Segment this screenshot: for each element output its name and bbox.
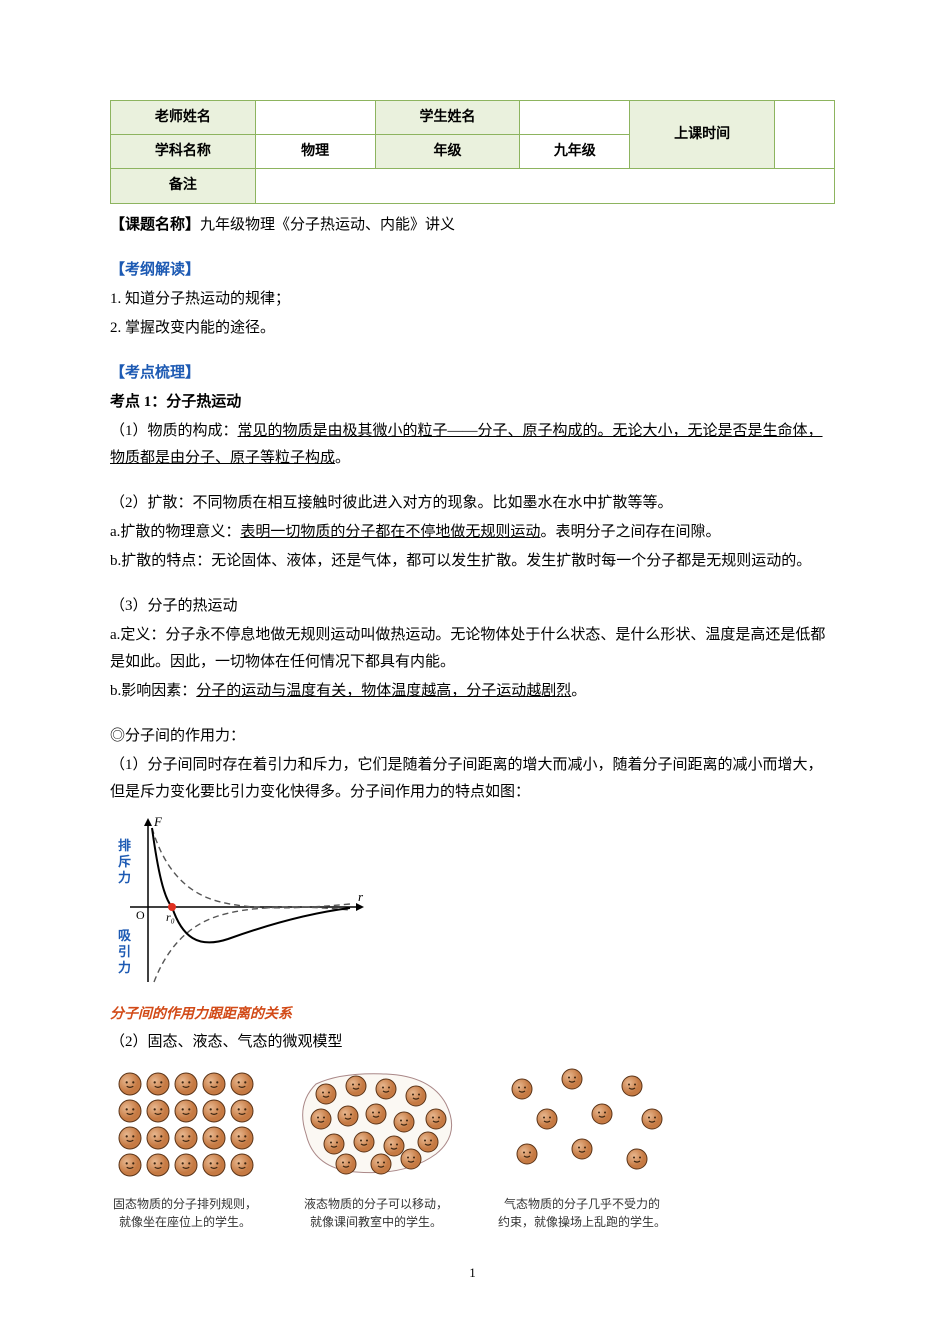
svg-text:吸: 吸 [118,928,132,943]
kp1-3b-underline: 分子的运动与温度有关，物体温度越高，分子运动越剧烈 [196,683,571,699]
gas-caption-1: 气态物质的分子几乎不受力的 [504,1197,660,1211]
kp1-item2: （2）扩散：不同物质在相互接触时彼此进入对方的现象。比如墨水在水中扩散等等。 [110,490,835,517]
kp1-item2b: b.扩散的特点：无论固体、液体，还是气体，都可以发生扩散。发生扩散时每一个分子都… [110,548,835,575]
gas-model: 气态物质的分子几乎不受力的 约束，就像操场上乱跑的学生。 [492,1064,672,1231]
gas-caption-2: 约束，就像操场上乱跑的学生。 [498,1215,666,1229]
kp1-item2a: a.扩散的物理意义：表明一切物质的分子都在不停地做无规则运动。表明分子之间存在间… [110,519,835,546]
solid-model-svg [110,1064,260,1179]
kp1-3b-prefix: b.影响因素： [110,683,196,699]
force-heading: ◎分子间的作用力： [110,723,835,750]
cell-teacher-value [255,101,375,135]
cell-time-label: 上课时间 [630,101,775,169]
svg-text:排: 排 [118,838,131,853]
gas-caption: 气态物质的分子几乎不受力的 约束，就像操场上乱跑的学生。 [492,1195,672,1231]
svg-text:力: 力 [118,870,131,885]
solid-model: 固态物质的分子排列规则， 就像坐在座位上的学生。 [110,1064,260,1231]
kp1-item3a: a.定义：分子永不停息地做无规则运动叫做热运动。无论物体处于什么状态、是什么形状… [110,622,835,676]
svg-text:F: F [153,814,163,829]
kp1-2a-prefix: a.扩散的物理意义： [110,524,240,540]
keypoints-heading: 【考点梳理】 [110,360,835,387]
cell-grade-value: 九年级 [520,135,630,169]
svg-text:r: r [358,889,364,904]
outline-heading: 【考纲解读】 [110,257,835,284]
svg-text:O: O [136,908,145,922]
solid-caption: 固态物质的分子排列规则， 就像坐在座位上的学生。 [110,1195,260,1231]
cell-remark-label: 备注 [111,169,256,203]
keypoint-1-title: 考点 1：分子热运动 [110,389,835,416]
header-table: 老师姓名 学生姓名 上课时间 学科名称 物理 年级 九年级 备注 [110,100,835,204]
cell-subject-label: 学科名称 [111,135,256,169]
cell-grade-label: 年级 [375,135,520,169]
micro-model-row: 固态物质的分子排列规则， 就像坐在座位上的学生。 液态物质的分子可以移动， 就像… [110,1064,835,1231]
gas-model-svg [492,1064,672,1179]
kp1-item1: （1）物质的构成：常见的物质是由极其微小的粒子——分子、原子构成的。无论大小，无… [110,418,835,472]
force-item1: （1）分子间同时存在着引力和斥力，它们是随着分子间距离的增大而减小，随着分子间距… [110,752,835,806]
kp1-item3: （3）分子的热运动 [110,593,835,620]
svg-text:斥: 斥 [118,854,131,869]
micro-model-heading: （2）固态、液态、气态的微观模型 [110,1029,835,1056]
liquid-caption-1: 液态物质的分子可以移动， [304,1197,448,1211]
lesson-title-line: 【课题名称】九年级物理《分子热运动、内能》讲义 [110,212,835,239]
cell-subject-value: 物理 [255,135,375,169]
kp1-item3b: b.影响因素：分子的运动与温度有关，物体温度越高，分子运动越剧烈。 [110,678,835,705]
force-chart-caption: 分子间的作用力跟距离的关系 [110,1002,835,1027]
lesson-title-text: 九年级物理《分子热运动、内能》讲义 [200,217,455,233]
outline-item-2: 2. 掌握改变内能的途径。 [110,315,835,342]
liquid-caption-2: 就像课间教室中的学生。 [310,1215,442,1229]
cell-time-value [775,101,835,169]
kp1-2a-underline: 表明一切物质的分子都在不停地做无规则运动 [240,524,540,540]
liquid-model-svg [286,1064,466,1179]
kp1-1-prefix: （1）物质的构成： [110,423,238,439]
solid-caption-1: 固态物质的分子排列规则， [113,1197,257,1211]
svg-text:力: 力 [118,960,131,975]
liquid-model: 液态物质的分子可以移动， 就像课间教室中的学生。 [286,1064,466,1231]
page-number: 1 [110,1261,835,1284]
svg-text:引: 引 [118,944,131,959]
outline-item-1: 1. 知道分子热运动的规律； [110,286,835,313]
force-chart-svg: FrOr₀排斥力吸引力 [110,812,370,992]
liquid-caption: 液态物质的分子可以移动， 就像课间教室中的学生。 [286,1195,466,1231]
kp1-2a-suffix: 。表明分子之间存在间隙。 [540,524,720,540]
solid-caption-2: 就像坐在座位上的学生。 [119,1215,251,1229]
cell-student-value [520,101,630,135]
cell-student-label: 学生姓名 [375,101,520,135]
cell-teacher-label: 老师姓名 [111,101,256,135]
kp1-1-suffix: 。 [335,450,350,466]
cell-remark-value [255,169,834,203]
force-distance-chart: FrOr₀排斥力吸引力 分子间的作用力跟距离的关系 [110,812,835,1027]
kp1-3b-suffix: 。 [571,683,586,699]
lesson-title-label: 【课题名称】 [110,217,200,233]
